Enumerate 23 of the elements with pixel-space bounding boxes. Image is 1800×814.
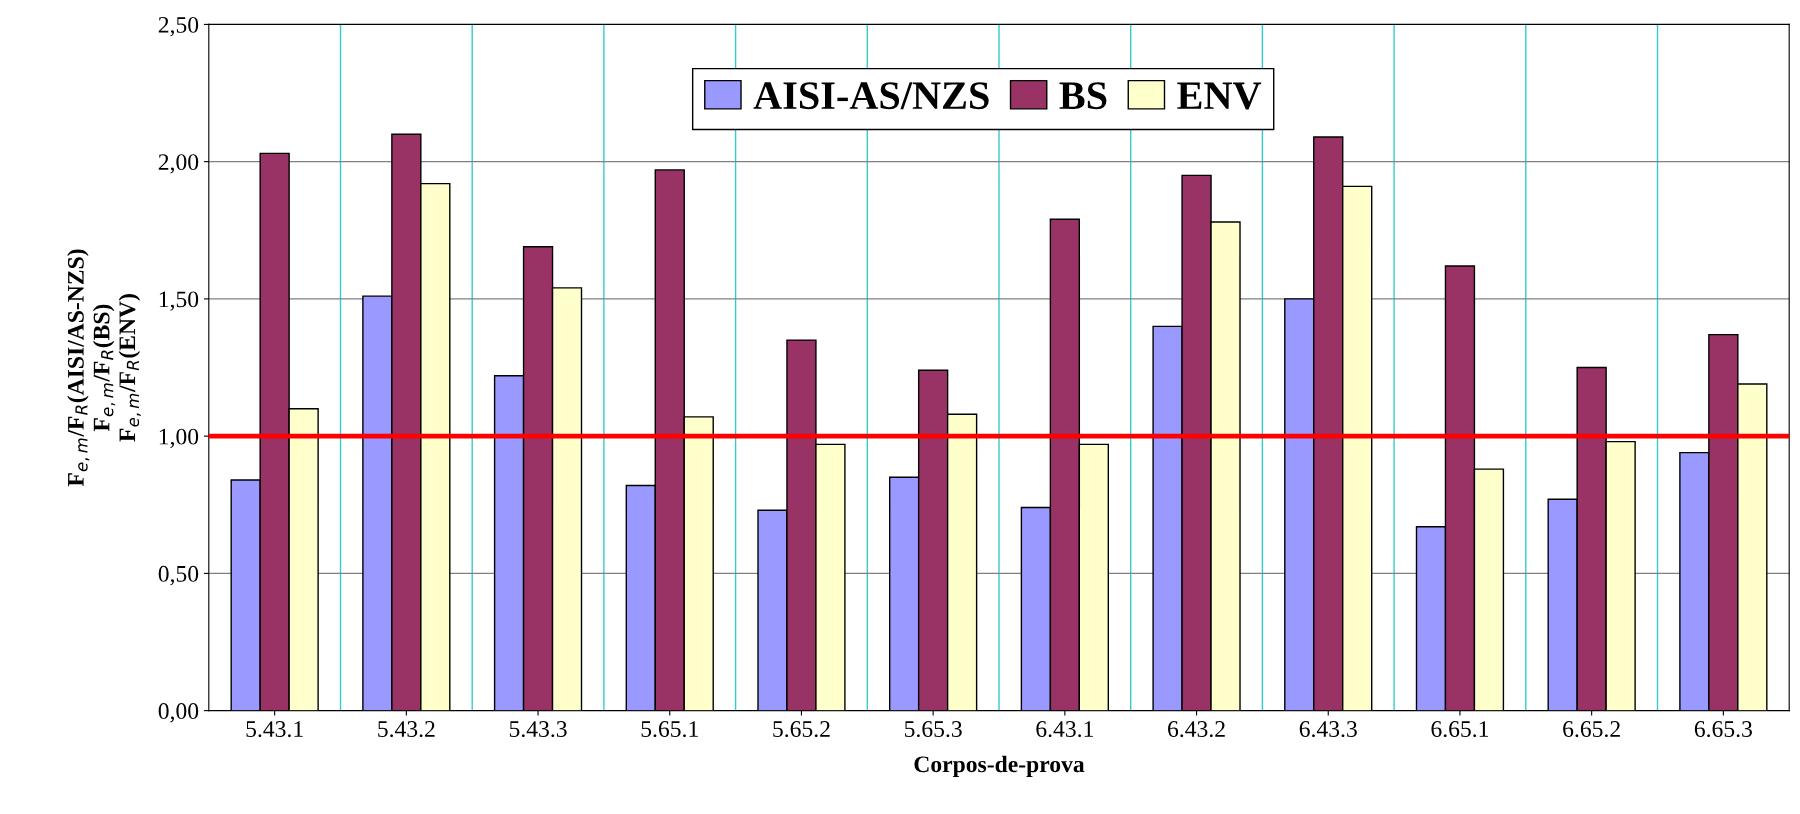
x-tick-label: 5.43.1 <box>246 721 303 738</box>
x-tick-label: 5.43.3 <box>509 721 567 738</box>
y-tick-label: 1,50 <box>159 291 199 311</box>
x-tick-label: 6.65.3 <box>1694 721 1752 738</box>
legend-label: AISI-AS/NZS <box>753 82 989 110</box>
x-tick-label: 6.65.2 <box>1563 721 1620 738</box>
x-tick-label: 6.43.3 <box>1299 721 1357 738</box>
text: F$_{e,m}$/F$_{R}$(AISI/AS-NZS) F$_{e,m}$/F$_{R}$(BS) F$_{e,m}$/F$_{R}$(ENV) <box>67 249 141 487</box>
x-tick-label: 6.43.1 <box>1036 721 1093 738</box>
x-tick-label: 5.43.2 <box>378 721 435 738</box>
x-tick-label: 5.65.3 <box>905 721 962 738</box>
x-tick-label: 5.65.2 <box>773 721 830 738</box>
x-axis-title: Corpos-de-prova <box>914 755 1085 778</box>
x-tick-label: 6.65.1 <box>1431 721 1489 738</box>
y-tick-label: 2,00 <box>158 154 199 174</box>
y-tick-label: 2,50 <box>158 16 199 37</box>
x-tick-label: 5.65.1 <box>641 721 698 738</box>
legend-label: BS <box>1059 82 1107 110</box>
y-tick-label: 0,00 <box>158 703 199 723</box>
y-tick-label: 0,50 <box>158 565 199 586</box>
x-tick-label: 6.43.2 <box>1168 721 1225 738</box>
legend-label: ENV <box>1177 82 1262 110</box>
y-tick-label: 1,00 <box>159 428 199 448</box>
